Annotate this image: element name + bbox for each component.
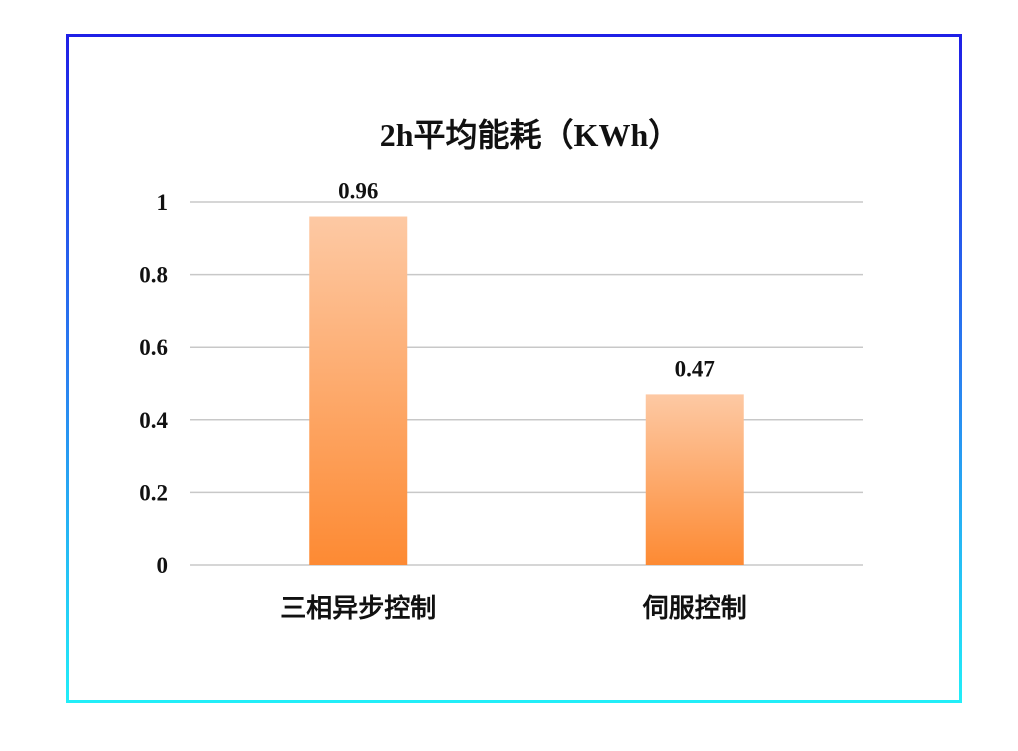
data-label: 0.96	[338, 179, 378, 204]
y-tick-label: 0	[157, 553, 169, 578]
data-label: 0.47	[675, 356, 715, 381]
bar	[309, 216, 408, 565]
chart-title: 2h平均能耗（KWh）	[380, 117, 681, 153]
x-category-label: 三相异步控制	[280, 593, 436, 624]
y-tick-label: 0.4	[139, 408, 168, 433]
bar	[645, 394, 744, 565]
x-category-label: 伺服控制	[642, 594, 747, 624]
y-tick-label: 0.6	[139, 335, 168, 360]
y-tick-label: 0.2	[139, 480, 168, 505]
chart-frame	[66, 34, 962, 703]
y-tick-label: 0.8	[139, 263, 168, 288]
y-tick-label: 1	[157, 190, 169, 215]
